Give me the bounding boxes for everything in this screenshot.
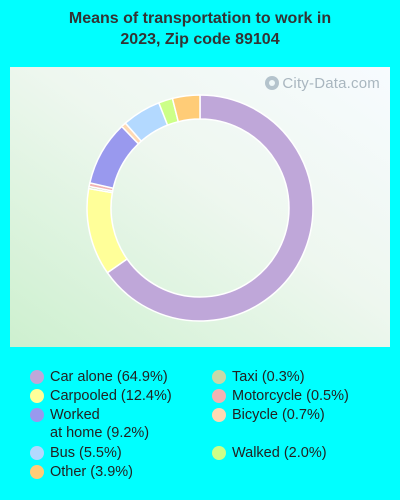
legend-label-4: Worked at home (9.2%)	[50, 407, 150, 441]
legend-label-2: Taxi (0.3%)	[232, 369, 305, 385]
watermark-text: City-Data.com	[282, 75, 380, 92]
legend-swatch-7	[212, 446, 226, 460]
legend-swatch-8	[30, 465, 44, 479]
search-icon	[265, 76, 280, 90]
slice-8	[171, 94, 201, 123]
legend-swatch-6	[30, 446, 44, 460]
legend-swatch-4	[30, 408, 44, 422]
plot-area: City-Data.com	[10, 67, 390, 347]
legend-swatch-5	[212, 408, 226, 422]
chart-title: Means of transportation to work in 2023,…	[0, 8, 400, 50]
chart-title-text: Means of transportation to work in 2023,…	[68, 10, 332, 48]
legend-swatch-2	[212, 370, 226, 384]
slice-1	[86, 187, 129, 274]
legend-label-5: Bicycle (0.7%)	[232, 407, 325, 423]
legend-label-7: Walked (2.0%)	[232, 445, 327, 461]
legend-swatch-1	[30, 389, 44, 403]
legend: Car alone (64.9%) Carpooled (12.4%) Taxi (…	[0, 362, 400, 492]
legend-swatch-0	[30, 370, 44, 384]
legend-label-0: Car alone (64.9%)	[50, 369, 168, 385]
legend-label-6: Bus (5.5%)	[50, 445, 122, 461]
legend-label-8: Other (3.9%)	[50, 464, 133, 480]
watermark: City-Data.com	[265, 75, 380, 92]
legend-label-3: Motorcycle (0.5%)	[232, 388, 349, 404]
legend-swatch-3	[212, 389, 226, 403]
donut-chart	[86, 94, 314, 322]
legend-label-1: Carpooled (12.4%)	[50, 388, 172, 404]
slice-0	[106, 94, 314, 322]
